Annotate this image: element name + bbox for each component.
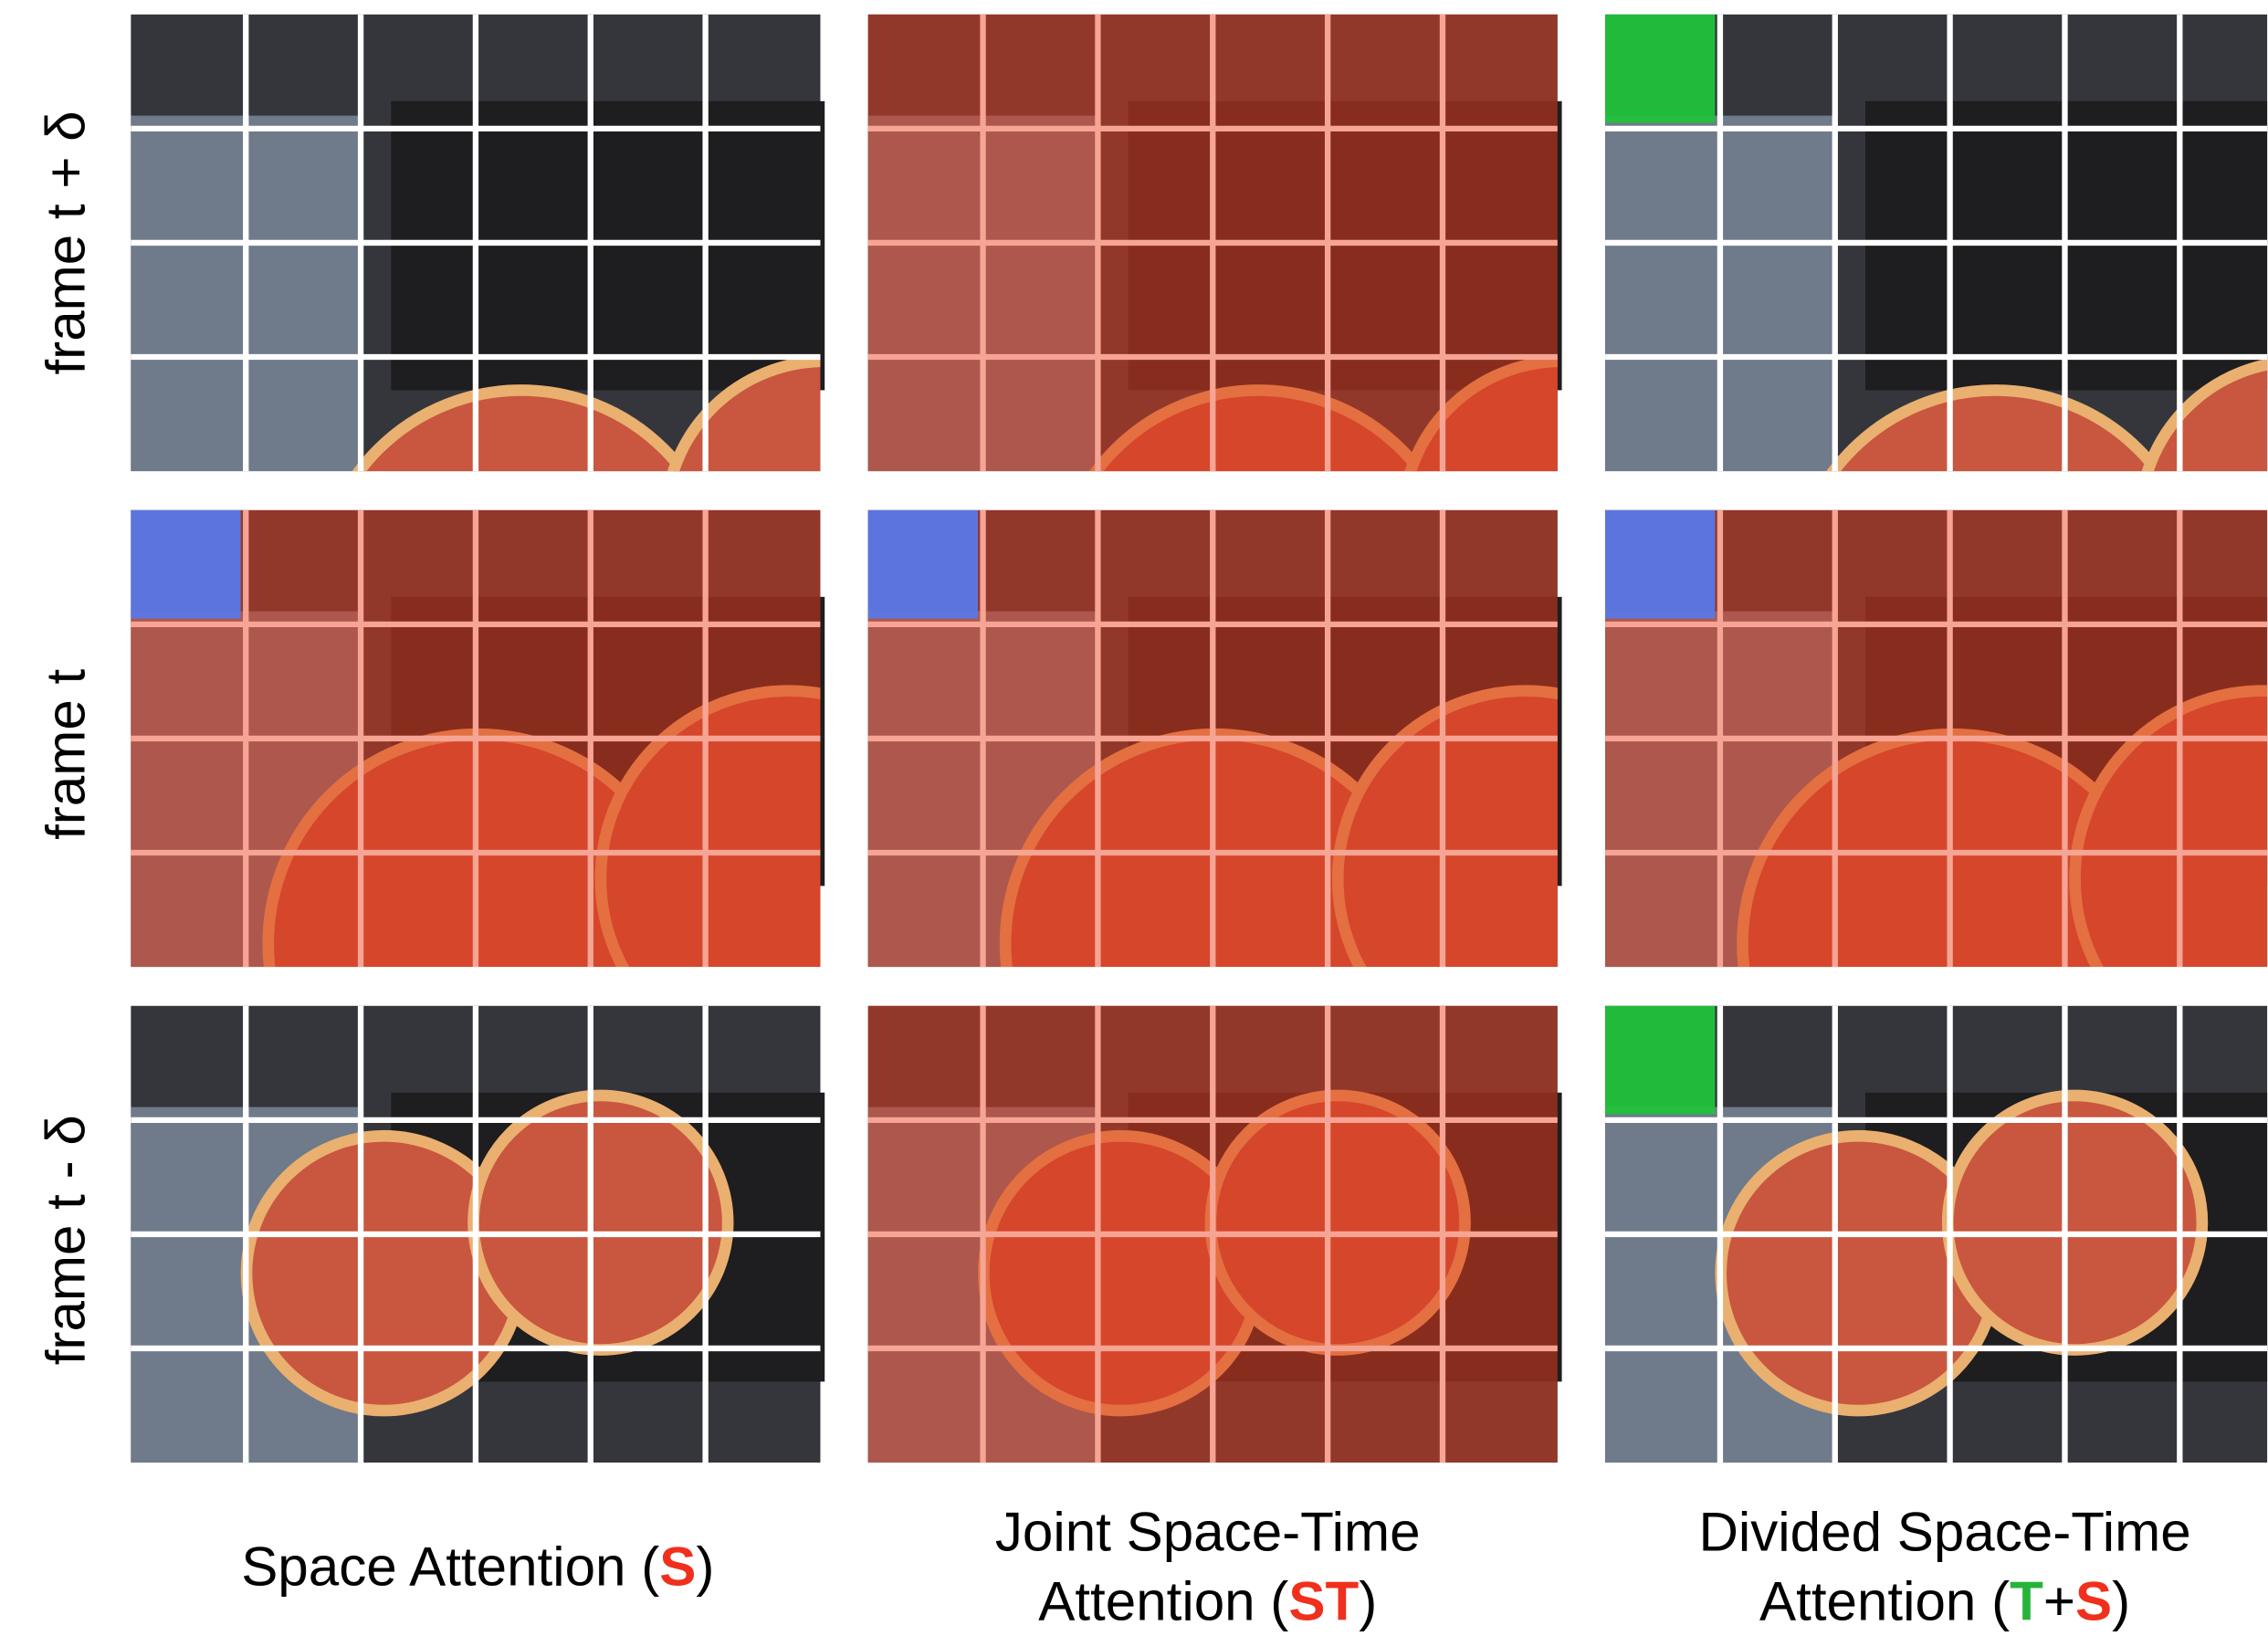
pizza [474, 1096, 729, 1350]
caption-highlight: T [2010, 1571, 2043, 1632]
page: {"rows": [ {"label": "frame t + δ"}, {"l… [0, 0, 2268, 1636]
caption: Joint Space-Time [995, 1502, 1421, 1563]
caption: Space Attention (S) [241, 1536, 714, 1598]
caption-highlight: ST [1288, 1571, 1359, 1632]
query-patch [1605, 15, 1715, 123]
caption-text: Attention ( [1759, 1571, 2010, 1632]
row-label: frame t [36, 668, 97, 839]
caption: Attention (ST) [1038, 1571, 1377, 1632]
caption: Attention (T+S) [1759, 1571, 2130, 1632]
query-patch [1605, 510, 1715, 619]
row-label: frame t - δ [36, 1115, 97, 1365]
caption-text: Attention ( [1038, 1571, 1288, 1632]
caption-highlight: S [2075, 1571, 2112, 1632]
caption-text: ) [1359, 1571, 1377, 1632]
caption-text: Space Attention ( [241, 1536, 659, 1598]
query-patch [1605, 1006, 1715, 1115]
pizza [1948, 1096, 2202, 1350]
caption: Divided Space-Time [1698, 1502, 2190, 1563]
caption-highlight: S [659, 1536, 696, 1598]
caption-text: + [2043, 1571, 2075, 1632]
frame-panel [131, 1006, 824, 1463]
caption-text: ) [2112, 1571, 2130, 1632]
frame-panel [868, 1006, 1562, 1463]
row-label: frame t + δ [36, 110, 97, 374]
frame-panel [1605, 1006, 2268, 1463]
caption-text: ) [696, 1536, 714, 1598]
panels [131, 15, 2268, 1463]
query-patch [131, 510, 240, 619]
query-patch [868, 510, 978, 619]
figure: frame t + δ frame t frame t - δ Space At… [0, 0, 2268, 1636]
